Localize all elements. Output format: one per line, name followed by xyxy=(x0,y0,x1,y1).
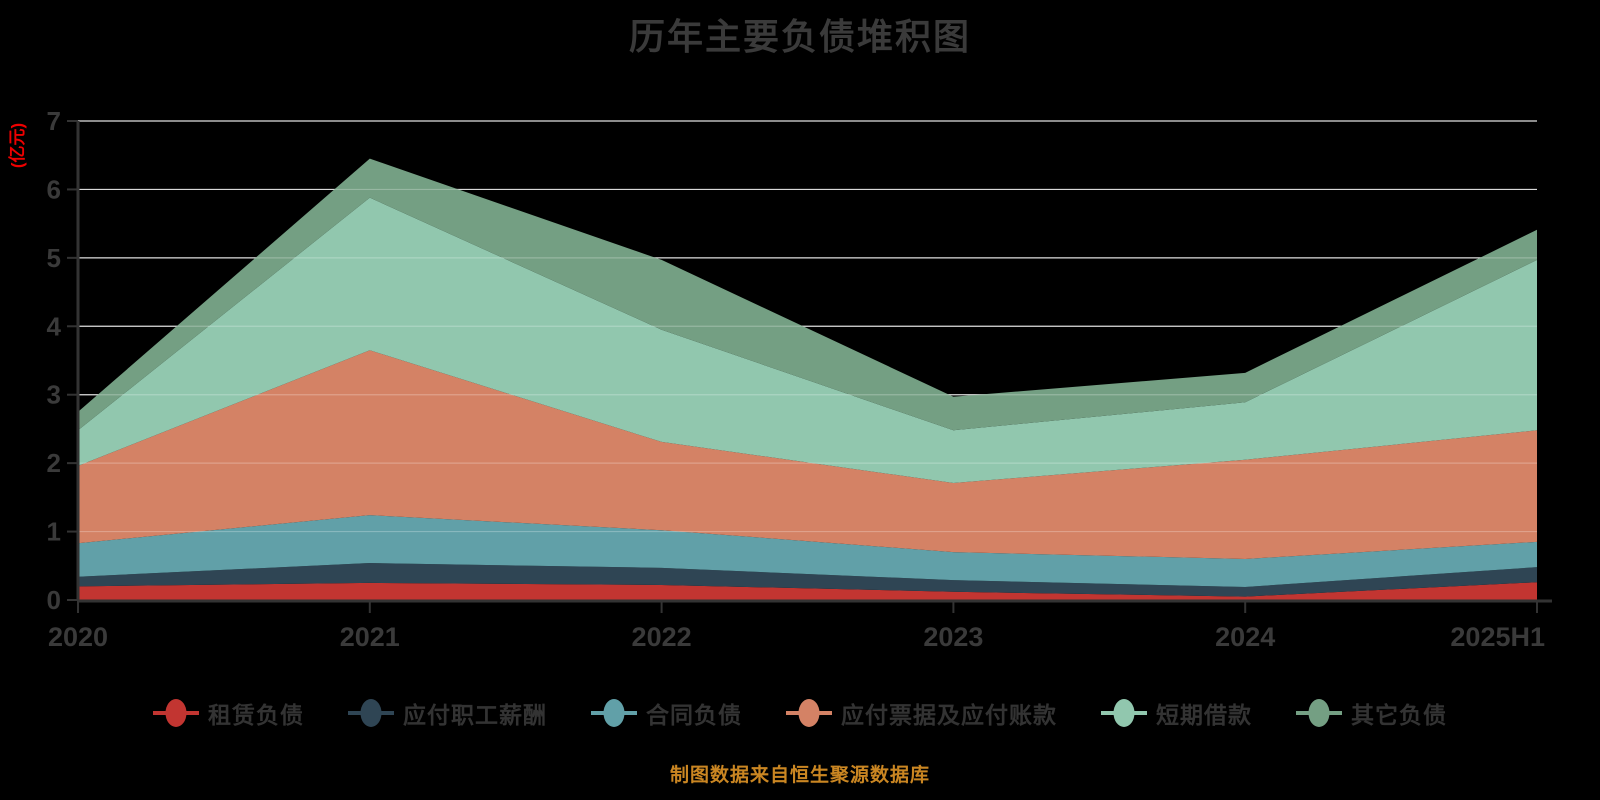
legend-marker-icon xyxy=(786,699,832,727)
area-series-4[interactable] xyxy=(78,197,1537,483)
chart-title: 历年主要负债堆积图 xyxy=(628,16,971,57)
y-axis-label-0: 0 xyxy=(47,585,61,615)
y-axis-label-5: 5 xyxy=(47,243,61,273)
y-axis-label-4: 4 xyxy=(47,311,62,341)
legend-label: 其它负债 xyxy=(1351,702,1447,728)
legend-item-1[interactable]: 应付职工薪酬 xyxy=(348,696,547,730)
x-axis-label-2021: 2021 xyxy=(340,622,400,652)
area-series-1[interactable] xyxy=(78,563,1537,597)
y-axis-label-3: 3 xyxy=(47,380,61,410)
legend-label: 短期借款 xyxy=(1156,702,1252,728)
legend-marker-icon xyxy=(1296,699,1342,727)
x-axis-label-2023: 2023 xyxy=(923,622,983,652)
y-axis-label-2: 2 xyxy=(47,448,61,478)
legend-marker-icon xyxy=(348,699,394,727)
stacked-area-chart[interactable]: 0 1 2 3 4 5 6 7 2020 2021 2022 2023 2024 2025H1 xyxy=(0,0,1600,660)
x-axis-label-2022: 2022 xyxy=(632,622,692,652)
legend-marker-icon xyxy=(1101,699,1147,727)
legend-label: 合同负债 xyxy=(646,702,742,728)
legend-item-4[interactable]: 短期借款 xyxy=(1101,696,1252,730)
legend-item-5[interactable]: 其它负债 xyxy=(1296,696,1447,730)
legend-marker-icon xyxy=(591,699,637,727)
legend-item-2[interactable]: 合同负债 xyxy=(591,696,742,730)
area-series-0[interactable] xyxy=(78,582,1537,600)
y-axis-label-1: 1 xyxy=(47,517,61,547)
source-note: 制图数据来自恒生聚源数据库 xyxy=(669,765,930,786)
legend-item-3[interactable]: 应付票据及应付账款 xyxy=(786,696,1057,730)
legend-label: 应付票据及应付账款 xyxy=(841,702,1057,728)
legend-item-0[interactable]: 租赁负债 xyxy=(153,696,304,730)
area-series-3[interactable] xyxy=(78,350,1537,559)
legend-label: 应付职工薪酬 xyxy=(403,702,547,728)
chart-legend: 租赁负债 应付职工薪酬 合同负债 应付票据及应付账款 短期借款 其它负债 xyxy=(0,696,1600,730)
y-axis-label-6: 6 xyxy=(47,174,61,204)
legend-marker-icon xyxy=(153,699,199,727)
y-axis-label-7: 7 xyxy=(47,106,61,136)
x-axis-label-2024: 2024 xyxy=(1215,622,1275,652)
area-series-5[interactable] xyxy=(78,158,1537,431)
x-axis-label-2020: 2020 xyxy=(48,622,108,652)
x-axis-label-2025H1: 2025H1 xyxy=(1450,622,1545,652)
area-series-2[interactable] xyxy=(78,515,1537,587)
legend-label: 租赁负债 xyxy=(208,702,304,728)
